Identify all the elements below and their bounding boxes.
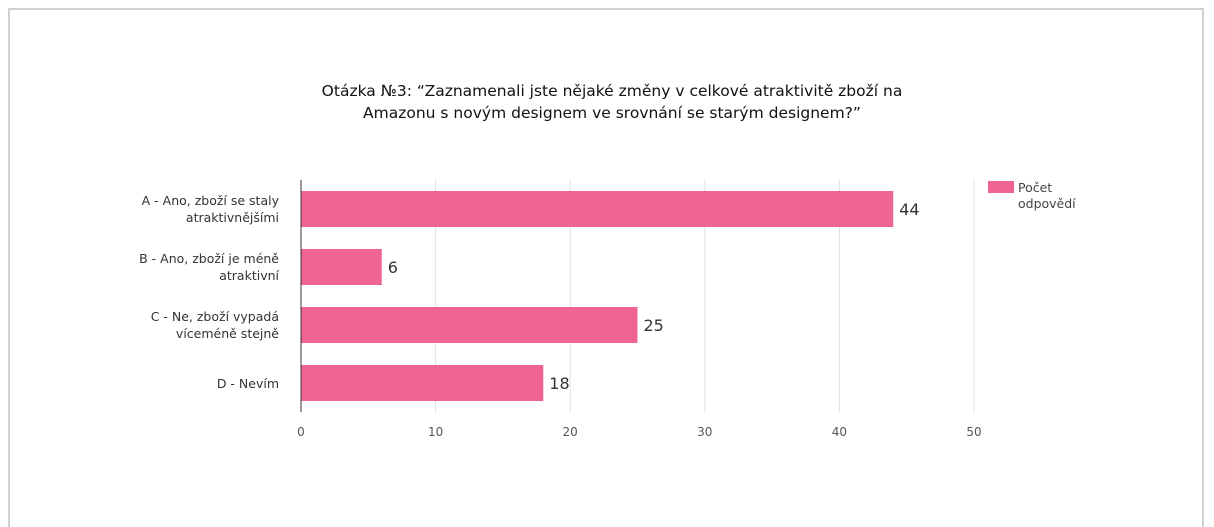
x-tick-label: 10 xyxy=(428,425,443,439)
y-tick-label: A - Ano, zboží se staly atraktivnějšími xyxy=(141,193,279,225)
x-tick-label: 20 xyxy=(563,425,578,439)
legend-swatch xyxy=(988,181,1014,193)
x-tick-label: 50 xyxy=(966,425,981,439)
y-tick-label: C - Ne, zboží vypadá víceméně stejně xyxy=(150,309,279,341)
x-tick-label: 40 xyxy=(832,425,847,439)
frame xyxy=(8,8,1204,527)
bar xyxy=(301,191,894,227)
x-tick-label: 30 xyxy=(697,425,712,439)
legend-label: Počet odpovědí xyxy=(1018,180,1076,211)
y-tick-label: B - Ano, zboží je méně atraktivní xyxy=(139,251,279,283)
x-tick-label: 0 xyxy=(297,425,305,439)
value-label: 44 xyxy=(899,200,919,219)
bar xyxy=(301,365,544,401)
value-label: 25 xyxy=(644,316,664,335)
value-label: 6 xyxy=(388,258,398,277)
chart-title: Otázka №3: “Zaznamenali jste nějaké změn… xyxy=(321,82,903,122)
y-tick-label: D - Nevím xyxy=(216,375,279,391)
value-label: 18 xyxy=(549,374,569,393)
bar xyxy=(301,249,382,285)
bar xyxy=(301,307,638,343)
